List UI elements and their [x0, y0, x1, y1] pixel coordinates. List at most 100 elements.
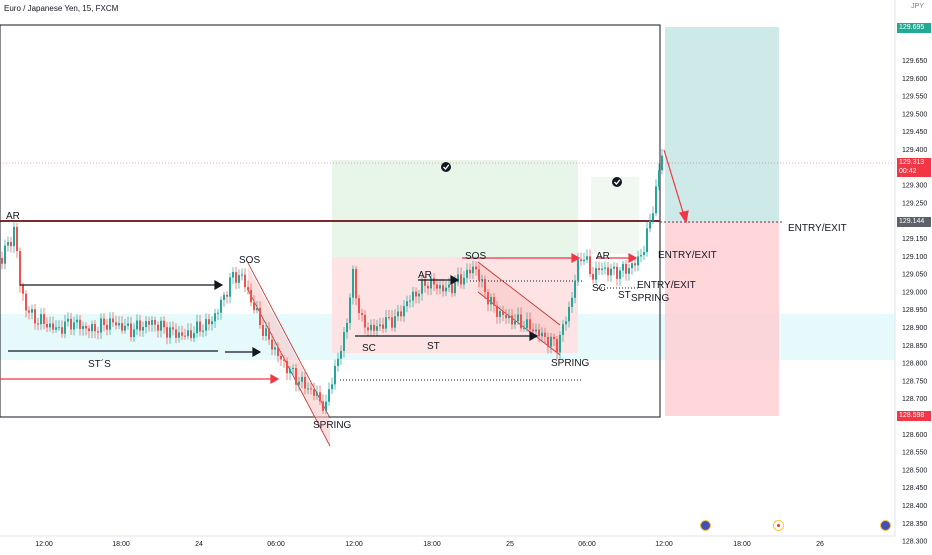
candle-body: [169, 327, 171, 338]
candle-body: [22, 285, 24, 294]
black-arrows: [8, 274, 539, 358]
currency-label: JPY: [911, 3, 924, 10]
candle-body: [448, 284, 450, 288]
candle-body: [163, 320, 165, 328]
candle-body: [67, 318, 69, 322]
candle-body: [328, 389, 330, 402]
candle-body: [145, 321, 147, 327]
candle-body: [367, 327, 369, 331]
candle-body: [616, 266, 618, 279]
candle-body: [199, 321, 201, 332]
price-tick-label: 128.400: [902, 503, 927, 510]
candle-body: [337, 358, 339, 366]
candle-body: [85, 325, 87, 329]
price-badge-stop: 128.598: [897, 411, 931, 421]
candle-body: [553, 336, 555, 340]
candle-body: [598, 268, 600, 270]
candle-body: [325, 401, 327, 411]
candle-body: [520, 314, 522, 329]
price-tick-label: 129.250: [902, 200, 927, 207]
candle-body: [652, 213, 654, 221]
candle-body: [544, 332, 546, 337]
candle-body: [217, 312, 219, 314]
label-ar-right: AR: [596, 251, 610, 262]
price-tick-label: 128.950: [902, 307, 927, 314]
candle-body: [319, 392, 321, 402]
candle-body: [286, 360, 288, 374]
candle-body: [235, 272, 237, 283]
candle-body: [208, 319, 210, 325]
candle-body: [61, 327, 63, 334]
candle-body: [595, 268, 597, 280]
price-badge-current: 129.313: [897, 158, 931, 168]
candle-body: [172, 327, 174, 330]
candle-body: [481, 279, 483, 281]
candle-body: [490, 296, 492, 305]
price-axis[interactable]: 129.650 129.600 129.550 129.500 129.450 129.4…: [902, 58, 927, 546]
candle-body: [358, 298, 360, 314]
candle-body: [466, 269, 468, 278]
spring-channel-1[interactable]: [248, 267, 330, 448]
candle-body: [538, 329, 540, 337]
candle-body: [412, 291, 414, 301]
candle-body: [568, 306, 570, 322]
candle-body: [256, 307, 258, 311]
time-tick-label: 12:00: [35, 541, 53, 548]
candle-body: [547, 336, 549, 347]
candle-body: [514, 321, 516, 325]
candle-body: [34, 309, 36, 324]
candle-body: [517, 314, 519, 322]
label-sos-1: SOS: [239, 255, 260, 266]
economic-event-icon[interactable]: [773, 520, 784, 531]
candle-body: [418, 293, 420, 297]
price-tick-label: 128.800: [902, 361, 927, 368]
candle-body: [250, 290, 252, 303]
price-tick-label: 128.850: [902, 343, 927, 350]
candle-body: [370, 324, 372, 331]
candle-body: [64, 321, 66, 334]
candle-body: [79, 319, 81, 329]
candle-body: [349, 297, 351, 323]
candle-body: [346, 322, 348, 333]
economic-event-icon[interactable]: [880, 520, 891, 531]
candle-body: [214, 313, 216, 322]
candle-body: [25, 293, 27, 311]
price-tick-label: 129.600: [902, 76, 927, 83]
small-green-zone: [591, 177, 639, 254]
candle-body: [550, 336, 552, 347]
candle-body: [433, 278, 435, 285]
candle-body: [397, 311, 399, 317]
candle-body: [511, 315, 513, 325]
price-tick-label: 128.700: [902, 396, 927, 403]
candle-body: [460, 274, 462, 285]
red-arrows: [0, 149, 689, 385]
candle-body: [493, 296, 495, 306]
candle-body: [424, 279, 426, 286]
time-tick-label: 06:00: [578, 541, 596, 548]
economic-event-icon[interactable]: [700, 520, 711, 531]
candle-body: [421, 279, 423, 294]
candle-body: [58, 327, 60, 329]
candle-body: [46, 323, 48, 328]
candle-body: [508, 315, 510, 319]
candle-body: [181, 332, 183, 336]
check-icon: [441, 162, 451, 172]
candlestick-series: [1, 148, 663, 415]
candle-body: [394, 316, 396, 328]
candle-body: [241, 274, 243, 276]
candle-body: [31, 309, 33, 313]
candle-body: [361, 313, 363, 315]
candle-body: [160, 320, 162, 331]
price-tick-label: 129.550: [902, 94, 927, 101]
time-axis[interactable]: 12:00 18:00 24 06:00 12:00 18:00 25 06:00 12:00 1…: [35, 541, 824, 548]
candle-body: [379, 324, 381, 327]
price-tick-label: 128.300: [902, 539, 927, 546]
candle-body: [229, 277, 231, 297]
candle-body: [400, 311, 402, 317]
label-ar-left: AR: [6, 211, 20, 222]
candle-body: [157, 324, 159, 331]
candle-body: [4, 245, 6, 264]
range-green-zone: [332, 160, 578, 257]
